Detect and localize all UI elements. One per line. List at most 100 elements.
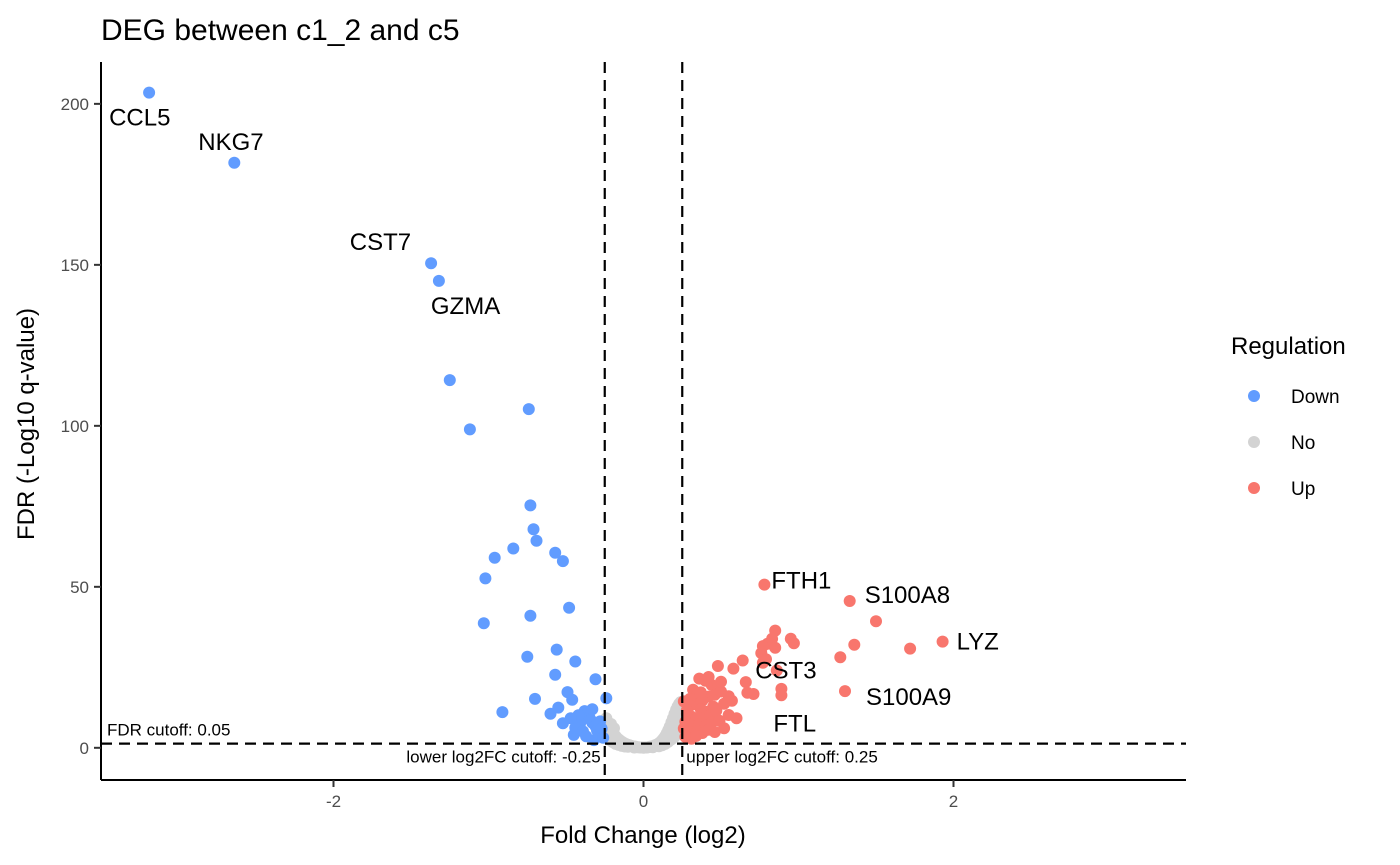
y-tick-label: 200 [61,95,89,114]
data-point-no [608,722,620,735]
fdr-cutoff-label: FDR cutoff: 0.05 [107,721,230,740]
axes [100,62,1186,781]
x-tick-label: 0 [639,792,648,811]
data-point-up [758,578,771,591]
data-point-no [618,740,631,753]
y-tick-label: 0 [80,739,89,758]
data-point-up [739,676,752,689]
data-point-down [463,423,476,436]
data-point-down [529,692,541,705]
series-up [677,578,949,745]
gene-label-nkg7: NKG7 [198,129,263,156]
plot-panel: FDR cutoff: 0.05 lower log2FC cutoff: -0.… [101,62,1186,780]
data-point-no [670,715,683,728]
data-point-down [432,274,445,287]
gene-label-fth1: FTH1 [771,568,831,595]
data-point-down [524,499,537,512]
data-point-down [443,374,456,387]
data-point-up [843,595,856,607]
data-point-down [507,542,520,555]
data-point-up [730,712,743,725]
data-point-up [736,654,749,667]
data-point-up [936,635,949,648]
data-point-up [848,638,861,651]
legend-label-up: Up [1291,479,1315,500]
gene-label-gzma: GZMA [431,293,500,320]
data-point-up [722,690,735,703]
data-point-down [597,731,610,744]
data-point-up [839,685,851,698]
data-point-down [549,546,562,559]
data-point-up [710,704,723,717]
lower-fc-cutoff-label: lower log2FC cutoff: -0.25 [406,748,600,767]
data-point-down [550,643,563,656]
data-point-up [680,704,693,717]
data-point-down [143,86,156,99]
data-point-up [904,642,917,655]
legend-label-down: Down [1291,387,1340,408]
data-point-up [711,660,724,672]
x-tick-label: 2 [949,792,958,811]
gene-label-lyz: LYZ [957,629,999,656]
series-no [600,696,687,754]
data-point-down [586,703,599,716]
data-point-down [228,156,241,169]
data-point-up [769,641,782,654]
data-point-down [563,601,576,614]
data-point-down [589,673,602,686]
data-point-up [727,662,740,675]
gene-label-s100a8: S100A8 [865,582,950,609]
data-point-down [564,712,577,725]
data-point-no [656,739,669,752]
data-point-down [600,692,613,705]
data-point-down [552,701,565,714]
data-point-down [488,551,501,564]
gene-label-ccl5: CCL5 [109,105,170,132]
data-point-down [549,668,562,681]
data-point-up [787,637,800,650]
gene-label-cst3: CST3 [755,658,816,685]
data-point-down [569,655,582,668]
data-point-down [522,403,535,416]
y-axis-title: FDR (-Log10 q-value) [13,308,40,540]
data-point-up [694,686,707,699]
data-point-up [708,726,721,738]
data-point-down [477,617,490,630]
y-tick-label: 100 [61,417,89,436]
data-point-down [527,523,540,536]
series-down [143,86,613,747]
data-point-up [718,722,731,735]
upper-fc-cutoff-label: upper log2FC cutoff: 0.25 [686,748,878,767]
x-tick-label: -2 [326,792,341,811]
data-point-up [747,688,760,700]
gene-label-cst7: CST7 [350,229,411,256]
data-point-up [834,651,847,664]
legend-label-no: No [1291,433,1315,454]
legend: Regulation Down No Up [1231,333,1346,500]
data-point-up [756,656,769,669]
data-point-down [556,555,569,568]
legend-title: Regulation [1231,333,1346,360]
data-point-down [521,650,534,663]
legend-key-no [1248,436,1260,448]
legend-key-up [1248,482,1260,494]
data-point-down [425,257,438,270]
data-point-down [479,572,492,585]
data-point-down [566,693,579,706]
data-point-down [524,609,537,622]
data-point-down [530,534,543,547]
gene-label-ftl: FTL [773,710,816,737]
data-point-up [702,671,715,683]
legend-key-down [1248,390,1260,402]
data-point-no [663,731,676,744]
x-axis-title: Fold Change (log2) [540,822,745,849]
axis-ticks: -2 0 2 0 50 100 150 200 [61,95,959,811]
data-point-up [775,689,788,702]
data-point-down [496,706,509,719]
data-point-up [770,664,783,677]
chart-title: DEG between c1_2 and c5 [101,14,460,47]
gene-label-s100a9: S100A9 [866,684,951,711]
data-point-up [715,675,727,688]
data-point-up [870,615,882,628]
